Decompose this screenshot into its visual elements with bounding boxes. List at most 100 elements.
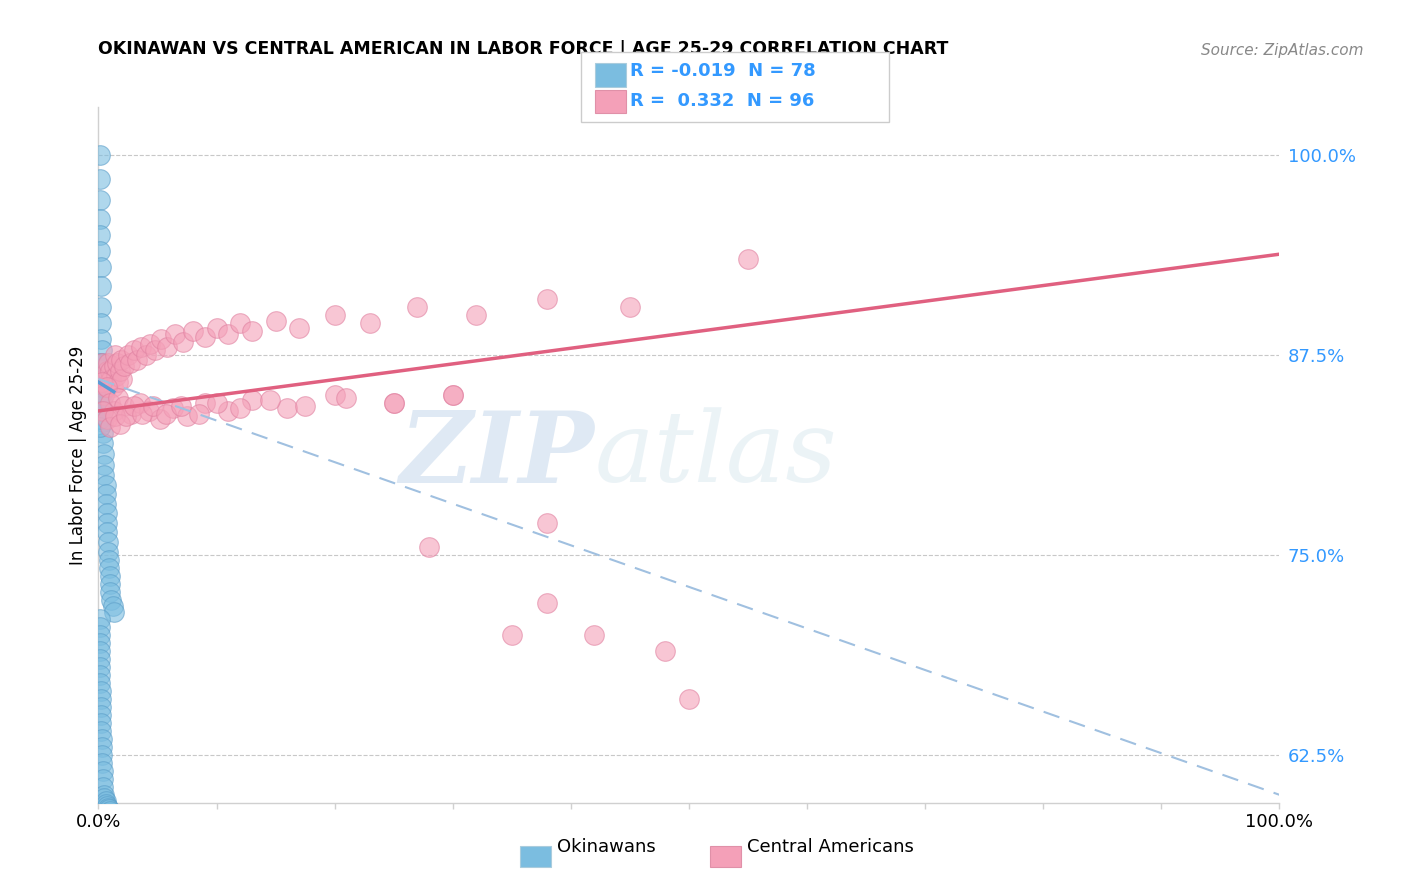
Point	[93, 791, 115, 805]
Point	[143, 343, 166, 358]
Point	[111, 372, 134, 386]
Point	[122, 343, 145, 358]
Point	[89, 193, 111, 207]
Point	[98, 568, 121, 582]
Point	[98, 375, 121, 389]
Point	[90, 715, 112, 730]
Point	[104, 348, 127, 362]
Point	[91, 356, 114, 370]
Point	[441, 388, 464, 402]
Point	[127, 352, 149, 367]
Point	[98, 560, 121, 574]
Point	[90, 260, 112, 274]
Point	[94, 477, 117, 491]
Point	[94, 497, 117, 511]
Point	[89, 420, 111, 434]
Point	[105, 356, 128, 370]
Point	[240, 392, 263, 407]
Point	[114, 409, 136, 423]
Point	[91, 380, 114, 394]
Point	[93, 388, 115, 402]
Point	[89, 652, 111, 666]
Point	[139, 336, 162, 351]
Point	[194, 396, 217, 410]
Point	[122, 399, 145, 413]
Point	[98, 802, 121, 816]
Point	[131, 407, 153, 421]
Point	[103, 404, 125, 418]
Point	[418, 540, 440, 554]
Point	[117, 348, 139, 362]
Text: R = -0.019  N = 78: R = -0.019 N = 78	[630, 62, 815, 80]
Point	[129, 340, 152, 354]
Point	[107, 375, 129, 389]
Point	[205, 320, 228, 334]
Point	[172, 335, 194, 350]
Point	[142, 399, 165, 413]
Point	[100, 592, 122, 607]
Point	[91, 343, 114, 358]
Point	[737, 252, 759, 266]
Point	[96, 364, 118, 378]
Point	[112, 399, 135, 413]
Point	[110, 352, 132, 367]
Point	[91, 756, 114, 770]
Point	[121, 407, 143, 421]
Point	[96, 506, 118, 520]
Point	[536, 596, 558, 610]
Text: R =  0.332  N = 96: R = 0.332 N = 96	[630, 92, 814, 110]
Point	[89, 628, 111, 642]
Point	[90, 388, 112, 402]
Point	[187, 407, 209, 421]
Point	[276, 401, 298, 415]
Point	[323, 388, 346, 402]
Y-axis label: In Labor Force | Age 25-29: In Labor Force | Age 25-29	[69, 345, 87, 565]
Point	[98, 420, 121, 434]
Point	[89, 212, 111, 227]
Point	[194, 330, 217, 344]
Point	[264, 314, 287, 328]
Point	[91, 772, 114, 786]
Point	[96, 525, 118, 540]
Point	[89, 372, 111, 386]
Point	[89, 636, 111, 650]
Point	[294, 399, 316, 413]
Point	[128, 396, 150, 410]
Point	[259, 392, 281, 407]
Point	[94, 797, 117, 812]
Point	[101, 380, 124, 394]
Point	[678, 691, 700, 706]
Point	[93, 788, 115, 802]
Point	[170, 399, 193, 413]
Point	[90, 683, 112, 698]
Point	[97, 800, 120, 814]
Point	[536, 516, 558, 530]
Text: atlas: atlas	[595, 408, 837, 502]
Point	[90, 300, 112, 314]
Point	[138, 404, 160, 418]
Point	[501, 628, 523, 642]
Point	[89, 396, 111, 410]
Point	[93, 458, 115, 473]
Point	[89, 412, 111, 426]
Point	[91, 436, 114, 450]
Point	[176, 409, 198, 423]
Point	[91, 780, 114, 794]
Point	[90, 691, 112, 706]
Point	[98, 576, 121, 591]
Point	[91, 404, 114, 418]
Point	[156, 340, 179, 354]
Point	[619, 300, 641, 314]
Point	[103, 359, 125, 373]
Point	[465, 308, 488, 322]
Point	[94, 487, 117, 501]
Point	[93, 467, 115, 482]
Point	[112, 359, 135, 373]
Point	[108, 364, 131, 378]
Text: OKINAWAN VS CENTRAL AMERICAN IN LABOR FORCE | AGE 25-29 CORRELATION CHART: OKINAWAN VS CENTRAL AMERICAN IN LABOR FO…	[98, 40, 949, 58]
Point	[89, 620, 111, 634]
Point	[96, 799, 118, 814]
Point	[89, 172, 111, 186]
Point	[100, 372, 122, 386]
Point	[94, 794, 117, 808]
